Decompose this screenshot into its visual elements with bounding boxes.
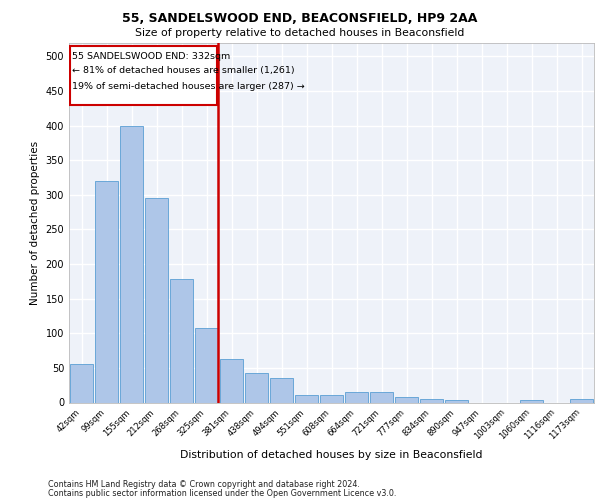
Bar xyxy=(270,378,293,402)
Bar xyxy=(145,198,168,402)
Bar xyxy=(170,280,193,402)
Y-axis label: Number of detached properties: Number of detached properties xyxy=(30,140,40,304)
Bar xyxy=(520,400,543,402)
Text: Contains public sector information licensed under the Open Government Licence v3: Contains public sector information licen… xyxy=(48,488,397,498)
Text: ← 81% of detached houses are smaller (1,261): ← 81% of detached houses are smaller (1,… xyxy=(71,66,294,76)
Bar xyxy=(370,392,393,402)
Bar xyxy=(195,328,218,402)
Bar xyxy=(70,364,93,403)
Text: 55 SANDELSWOOD END: 332sqm: 55 SANDELSWOOD END: 332sqm xyxy=(71,52,230,61)
Bar xyxy=(345,392,368,402)
FancyBboxPatch shape xyxy=(70,46,217,105)
X-axis label: Distribution of detached houses by size in Beaconsfield: Distribution of detached houses by size … xyxy=(180,450,483,460)
Bar xyxy=(220,359,243,403)
Text: 19% of semi-detached houses are larger (287) →: 19% of semi-detached houses are larger (… xyxy=(71,82,304,90)
Bar xyxy=(320,395,343,402)
Text: Contains HM Land Registry data © Crown copyright and database right 2024.: Contains HM Land Registry data © Crown c… xyxy=(48,480,360,489)
Bar xyxy=(445,400,468,402)
Bar xyxy=(295,395,318,402)
Bar xyxy=(395,397,418,402)
Bar xyxy=(420,399,443,402)
Text: Size of property relative to detached houses in Beaconsfield: Size of property relative to detached ho… xyxy=(136,28,464,38)
Bar xyxy=(120,126,143,402)
Text: 55, SANDELSWOOD END, BEACONSFIELD, HP9 2AA: 55, SANDELSWOOD END, BEACONSFIELD, HP9 2… xyxy=(122,12,478,26)
Bar xyxy=(570,399,593,402)
Bar xyxy=(95,181,118,402)
Bar xyxy=(245,374,268,402)
